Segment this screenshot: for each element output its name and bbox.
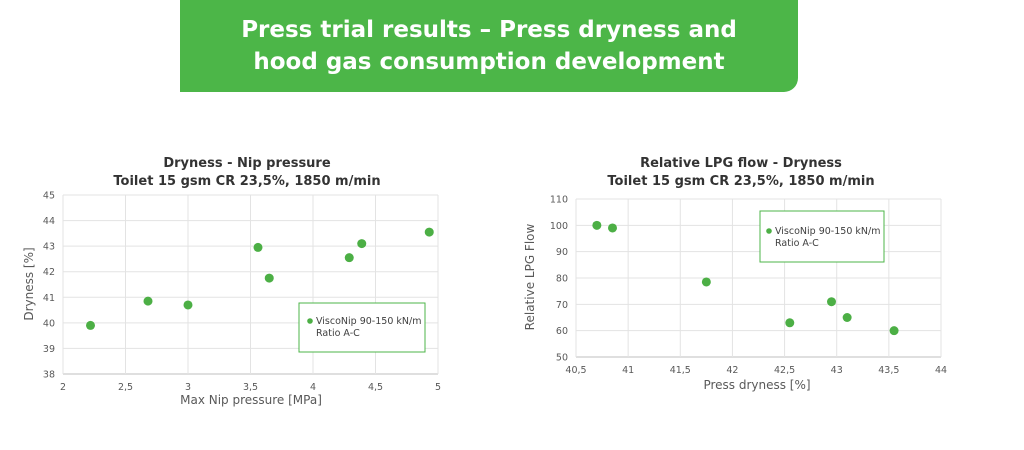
x-tick-label: 42 [726,365,738,376]
dryness-nip-pressure-chart: Dryness - Nip pressure Toilet 15 gsm CR … [22,156,441,407]
data-point [424,227,434,237]
data-point [842,313,852,322]
x-tick-label: 43,5 [878,365,899,376]
x-tick-label: 5 [435,382,441,393]
y-tick-label: 100 [550,221,568,232]
x-axis-label: Press dryness [%] [703,378,810,392]
x-tick-label: 41 [622,365,634,376]
y-tick-label: 43 [43,242,55,253]
x-axis-label: Max Nip pressure [MPa] [180,393,322,407]
lpg-flow-dryness-chart: Relative LPG flow - Dryness Toilet 15 gs… [523,156,947,392]
x-tick-label: 44 [935,365,947,376]
data-point [183,300,193,310]
y-tick-label: 40 [43,318,55,329]
legend-marker [307,318,313,324]
x-tick-label: 2,5 [118,382,133,393]
data-point [608,223,617,233]
y-axis-label: Relative LPG Flow [523,224,537,331]
data-point [592,220,602,230]
legend-label: ViscoNip 90-150 kN/m [775,226,880,237]
data-point [827,297,836,307]
y-tick-label: 110 [550,195,568,206]
x-tick-label: 41,5 [670,365,691,376]
legend: ViscoNip 90-150 kN/m Ratio A-C [298,302,426,353]
data-point [785,318,795,328]
x-tick-label: 4 [310,382,316,393]
data-point [889,326,899,336]
data-point [143,296,153,306]
data-point [264,273,274,283]
y-axis-label: Dryness [%] [22,247,36,320]
x-tick-label: 3 [185,382,191,393]
legend-label: ViscoNip 90-150 kN/m [316,316,421,327]
chart-title: Dryness - Nip pressure [163,156,331,171]
legend: ViscoNip 90-150 kN/m Ratio A-C [759,210,885,263]
x-tick-label: 2 [60,382,66,393]
legend-label-line2: Ratio A-C [316,328,360,339]
x-tick-label: 43 [831,365,843,376]
y-tick-label: 60 [556,326,568,337]
x-tick-label: 4,5 [368,382,383,393]
data-point [701,277,711,287]
y-tick-label: 80 [556,274,568,285]
y-tick-label: 50 [556,353,568,364]
x-tick-label: 3,5 [243,382,258,393]
y-tick-label: 70 [556,300,568,311]
y-tick-label: 38 [43,370,55,381]
data-point [86,320,95,330]
y-tick-label: 44 [43,216,55,227]
title-line-2: hood gas consumption development [253,49,725,75]
title-line-1: Press trial results – Press dryness and [241,17,737,43]
data-point [253,242,263,252]
y-tick-label: 90 [556,247,568,258]
chart-subtitle: Toilet 15 gsm CR 23,5%, 1850 m/min [113,174,380,189]
chart-title: Relative LPG flow - Dryness [640,156,842,171]
y-tick-label: 45 [43,191,55,202]
data-point [357,239,367,249]
x-tick-label: 42,5 [774,365,795,376]
y-tick-label: 42 [43,267,55,278]
chart-subtitle: Toilet 15 gsm CR 23,5%, 1850 m/min [607,174,874,189]
title-banner: Press trial results – Press dryness and … [180,0,798,92]
legend-box [759,210,885,263]
data-point [344,253,354,263]
x-tick-label: 40,5 [565,365,586,376]
y-tick-label: 41 [43,293,55,304]
legend-marker [766,228,772,234]
legend-box [298,302,426,353]
y-tick-label: 39 [43,344,55,355]
legend-label-line2: Ratio A-C [775,238,819,249]
